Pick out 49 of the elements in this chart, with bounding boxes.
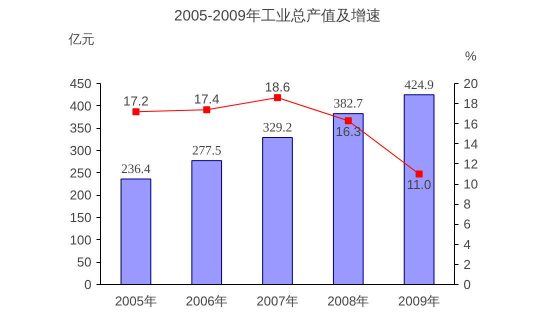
data-label: 329.2 [262, 120, 292, 135]
y-tick-label: 0 [84, 277, 92, 292]
data-label: 17.4 [194, 92, 220, 107]
x-tick-label: 2009年 [398, 294, 440, 308]
y-tick-label: 200 [70, 188, 92, 203]
data-label: 11.0 [406, 177, 432, 192]
point [416, 170, 423, 178]
y-tick-label: 50 [77, 254, 92, 270]
y-tick-label: 400 [70, 98, 92, 114]
bar [262, 137, 293, 284]
y-tick-label: 250 [70, 165, 92, 180]
x-tick-label: 2006年 [186, 294, 228, 308]
y2-tick-label: 4 [464, 236, 471, 252]
chart-title: 2005-2009年工业总产值及增速 [174, 8, 381, 24]
y2-tick-label: 10 [464, 176, 478, 192]
bar [332, 113, 364, 284]
y2-axis-title: % [464, 48, 477, 64]
bar [191, 160, 222, 284]
data-label: 16.3 [336, 124, 361, 139]
y2-tick-label: 16 [464, 116, 478, 132]
point [203, 106, 210, 114]
y-tick-label: 350 [70, 120, 92, 136]
y-tick-label: 100 [70, 232, 92, 248]
y2-tick-label: 20 [464, 76, 478, 92]
bar [404, 94, 434, 284]
x-tick-label: 2007年 [256, 294, 298, 308]
point [132, 108, 140, 116]
data-label: 17.2 [123, 94, 149, 109]
x-tick-label: 2008年 [327, 294, 370, 308]
y2-tick-label: 8 [464, 196, 471, 212]
y-axis-title: 亿元 [68, 32, 94, 46]
y-tick-label: 300 [70, 143, 92, 158]
y2-tick-label: 0 [464, 277, 471, 292]
data-label: 18.6 [264, 80, 290, 95]
y2-tick-label: 12 [464, 156, 478, 172]
data-label: 236.4 [121, 160, 152, 176]
y2-tick-label: 6 [464, 216, 471, 232]
data-label: 382.7 [334, 96, 364, 111]
point [274, 94, 281, 102]
y-tick-label: 450 [70, 76, 92, 92]
data-label: 424.9 [404, 76, 434, 92]
y2-tick-label: 2 [464, 256, 471, 272]
x-tick-label: 2005年 [114, 294, 157, 308]
y-tick-label: 150 [70, 210, 92, 226]
point [344, 117, 352, 124]
y2-tick-label: 18 [464, 96, 478, 112]
y2-tick-label: 14 [464, 136, 478, 152]
data-label: 277.5 [192, 142, 222, 158]
bar [120, 178, 152, 284]
